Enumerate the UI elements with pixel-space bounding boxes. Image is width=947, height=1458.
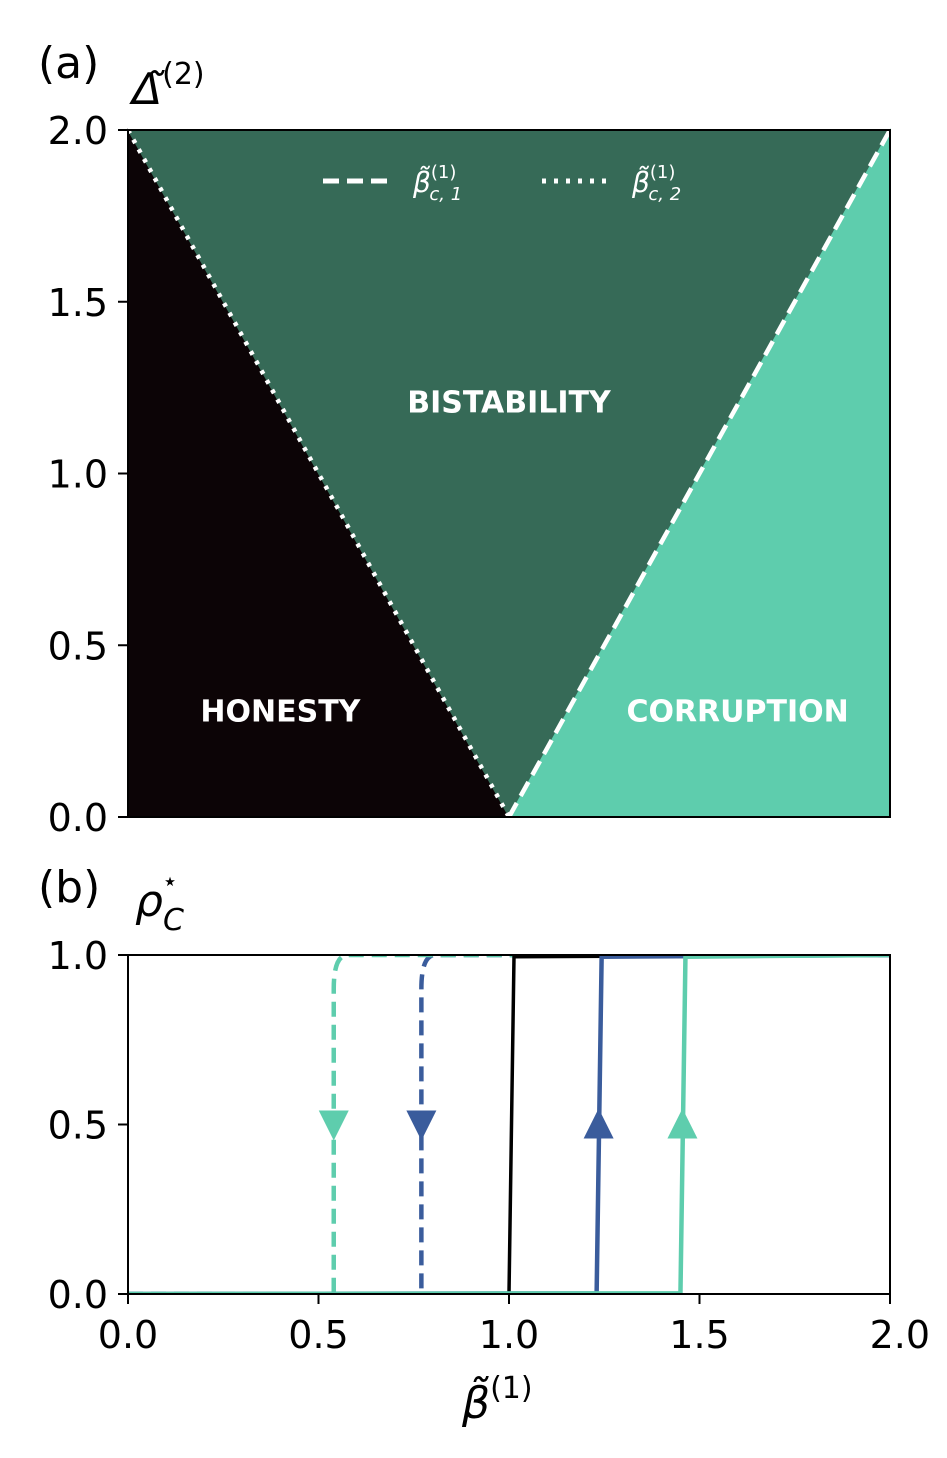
panel-a-y-tick-label: 1.0: [48, 453, 108, 497]
panel-b-x-axis: 0.0 0.5 1.0 1.5 2.0: [98, 1294, 930, 1357]
panel-a-label: (a): [38, 38, 99, 89]
series-arrows: [318, 1108, 698, 1141]
panel-b-y-axis: 0.0 0.5 1.0: [48, 934, 128, 1317]
panel-b-ylabel: ρC ⋆: [135, 867, 184, 938]
arrow-down-marker: [406, 1110, 437, 1141]
panel-b: (b) ρC ⋆ 0.0 0.5 1.0 0.0 0.5 1.0 1.5 2.0 β̃(1): [38, 862, 930, 1429]
panel-b-ylabel-sub: C: [163, 903, 184, 938]
legend-entry-dotted: β̃(1) c, 2: [631, 162, 681, 205]
panel-a-ylabel-base: Δ̃: [129, 64, 165, 115]
panel-b-xlabel: β̃(1): [461, 1371, 533, 1429]
series-line-dashed-0_54: [128, 955, 890, 1294]
panel-a-y-axis: 0.0 0.5 1.0 1.5 2.0: [48, 109, 128, 840]
region-label-bistability: BISTABILITY: [407, 385, 612, 420]
panel-a-ylabel: Δ̃(2): [129, 57, 205, 115]
boundary-dashed: [507, 128, 892, 819]
legend-entry-dashed: β̃(1) c, 1: [412, 162, 462, 205]
panel-b-y-tick-label: 0.5: [48, 1104, 108, 1148]
legend: β̃(1) c, 1 β̃(1) c, 2: [323, 162, 681, 205]
panel-b-x-tick-label: 0.5: [288, 1313, 348, 1357]
panel-a-y-tick-label: 1.5: [48, 281, 108, 325]
panel-a-y-tick-label: 0.0: [48, 796, 108, 840]
panel-a: (a) Δ̃(2) 0.0 0.5 1.0 1.5 2.0 HONESTY BISTABI…: [38, 38, 892, 840]
phase-boundaries: [126, 128, 892, 819]
arrow-up-marker: [667, 1108, 698, 1139]
region-label-corruption: CORRUPTION: [626, 695, 848, 730]
panel-b-x-tick-label: 1.0: [479, 1313, 539, 1357]
panel-b-xlabel-sup: (1): [490, 1371, 533, 1406]
arrow-down-marker: [318, 1110, 349, 1141]
panel-b-ylabel-sup: ⋆: [162, 867, 178, 897]
panel-b-x-tick-label: 2.0: [870, 1313, 930, 1357]
region-labels: HONESTY BISTABILITY CORRUPTION: [200, 385, 848, 729]
series-line-dashed-0_77: [128, 955, 890, 1294]
panel-b-x-tick-label: 1.5: [669, 1313, 729, 1357]
panel-b-x-tick-label: 0.0: [98, 1313, 158, 1357]
region-label-honesty: HONESTY: [200, 695, 361, 730]
panel-b-ylabel-base: ρ: [135, 876, 163, 927]
panel-b-xlabel-base: β̃: [461, 1375, 490, 1429]
panel-b-y-tick-label: 0.0: [48, 1273, 108, 1317]
panel-b-label: (b): [38, 862, 100, 913]
panel-a-ylabel-sup: (2): [162, 57, 205, 92]
panel-a-y-tick-label: 0.5: [48, 624, 108, 668]
arrow-up-marker: [583, 1108, 614, 1139]
panel-a-y-tick-label: 2.0: [48, 109, 108, 153]
panel-b-y-tick-label: 1.0: [48, 934, 108, 978]
